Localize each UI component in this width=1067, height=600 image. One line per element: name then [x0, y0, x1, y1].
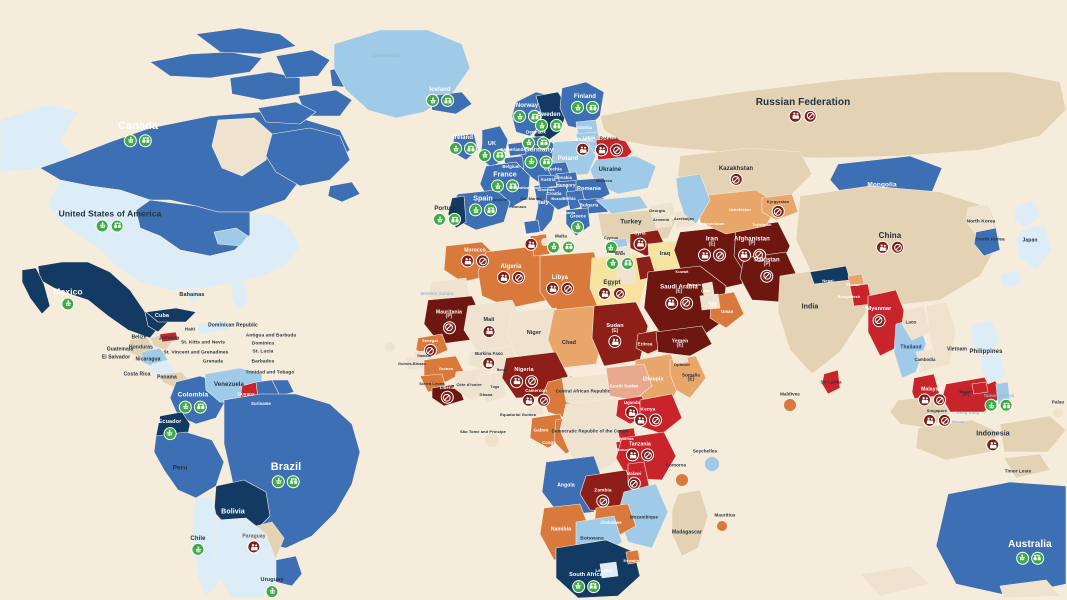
- map-geometry: .c-navy{fill:#123a63;} .c-blue{fill:#3d6…: [0, 28, 1066, 598]
- world-map: .c-navy{fill:#123a63;} .c-blue{fill:#3d6…: [0, 28, 1066, 598]
